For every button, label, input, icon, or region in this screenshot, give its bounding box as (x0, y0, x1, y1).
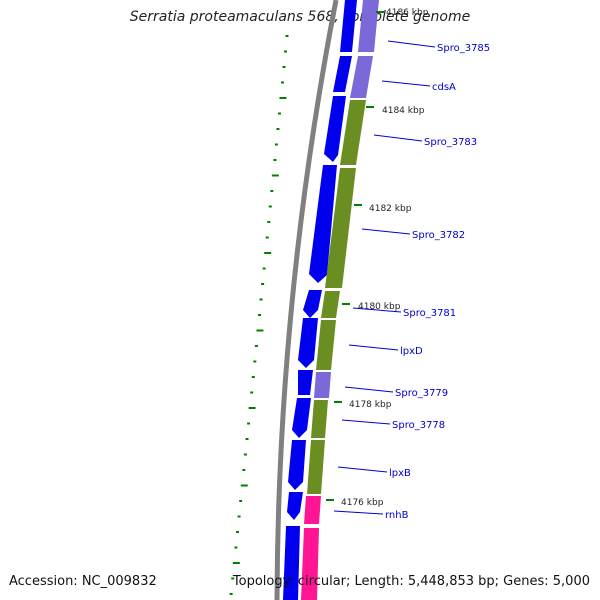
gene-arrow (298, 318, 318, 368)
gene-label[interactable]: lpxB (389, 468, 411, 479)
gene-label[interactable]: Spro_3779 (395, 388, 448, 399)
cds-segment (321, 291, 340, 318)
leader-line (348, 344, 399, 351)
genome-backbone (274, 0, 339, 600)
leader-line (352, 307, 402, 313)
cds-track (301, 0, 379, 600)
gene-arrow (292, 398, 311, 438)
gene-label[interactable]: Spro_3782 (412, 230, 465, 241)
map-title: Serratia proteamaculans 568, complete ge… (129, 9, 471, 25)
leader-line (341, 419, 391, 425)
gene-label[interactable]: rnhB (385, 510, 409, 521)
gene-arrow (287, 492, 303, 520)
gene-label[interactable]: Spro_3783 (424, 137, 477, 148)
cds-segment (358, 0, 379, 52)
cds-segment (350, 56, 373, 98)
kbp-label: 4176 kbp (341, 498, 384, 508)
gene-arrow (288, 440, 306, 490)
kbp-label: 4178 kbp (349, 400, 392, 410)
accession-label: Accession: NC_009832 (9, 574, 157, 589)
gene-arrow-track (283, 0, 357, 600)
gene-label[interactable]: Spro_3785 (437, 43, 490, 54)
gene-arrow (303, 290, 322, 318)
gene-label[interactable]: lpxD (400, 346, 423, 357)
kbp-ruler: 4186 kbp 4184 kbp 4182 kbp 4180 kbp 4178… (326, 8, 429, 508)
leader-line (373, 134, 423, 142)
kbp-label: 4184 kbp (382, 106, 425, 116)
kbp-label: 4182 kbp (369, 204, 412, 214)
kbp-label: 4180 kbp (358, 302, 401, 312)
leader-line (387, 40, 436, 48)
cds-segment (311, 400, 328, 438)
cds-segment (307, 440, 325, 494)
kbp-label: 4186 kbp (386, 8, 429, 18)
gene-label[interactable]: Spro_3781 (403, 308, 456, 319)
gene-label[interactable]: Spro_3778 (392, 420, 445, 431)
gene-arrow (340, 0, 357, 52)
leader-line (361, 228, 411, 235)
gene-arrow (309, 165, 337, 283)
gene-labels: Spro_3785 cdsA Spro_3783 Spro_3782 Spro_… (333, 40, 490, 521)
genome-summary: Topology: circular; Length: 5,448,853 bp… (232, 574, 590, 589)
leader-line (333, 510, 384, 515)
gene-arrow (298, 370, 313, 395)
gene-label[interactable]: cdsA (432, 82, 456, 93)
leader-line (381, 80, 431, 87)
tick-dashes (229, 35, 289, 595)
cds-segment (301, 528, 319, 600)
cds-segment (340, 100, 366, 165)
cds-segment (314, 372, 331, 398)
leader-line (344, 386, 394, 393)
cds-segment (304, 496, 321, 524)
gene-arrow (333, 56, 352, 92)
gene-arrow (283, 526, 300, 600)
gene-arrow (324, 96, 346, 162)
leader-line (337, 466, 388, 473)
cds-segment (325, 168, 356, 288)
cds-segment (316, 320, 336, 370)
